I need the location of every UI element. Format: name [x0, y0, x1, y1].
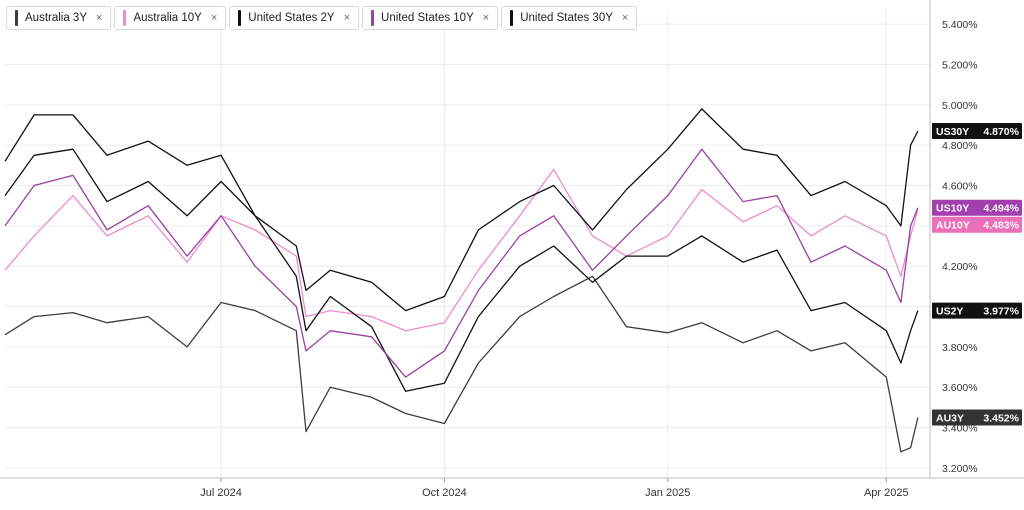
close-icon[interactable]: ×	[210, 12, 218, 24]
y-tick-label: 5.000%	[942, 100, 978, 112]
y-axis: 3.200%3.400%3.600%3.800%4.000%4.200%4.40…	[929, 0, 978, 478]
tag-background	[932, 216, 1022, 233]
x-tick-label: Jul 2024	[200, 487, 242, 499]
legend-chip-us-2y[interactable]: United States 2Y ×	[229, 6, 360, 30]
last-value-tag-us30y: US30Y 4.870%	[932, 123, 1022, 140]
legend-label: United States 2Y	[248, 12, 335, 24]
legend-label: Australia 10Y	[133, 12, 202, 24]
y-tick-label: 3.800%	[942, 342, 978, 354]
y-tick-label: 4.200%	[942, 261, 978, 273]
last-value-tag-us10y: US10Y 4.494%	[932, 199, 1022, 216]
close-icon[interactable]: ×	[621, 12, 629, 24]
tag-background	[932, 123, 1022, 140]
legend-swatch	[238, 10, 242, 26]
legend-label: United States 10Y	[381, 12, 474, 24]
tag-series-code: AU3Y	[936, 412, 964, 424]
y-tick-label: 3.600%	[942, 382, 978, 394]
chart-lines	[4, 108, 919, 453]
legend-chip-us-10y[interactable]: United States 10Y ×	[362, 6, 499, 30]
legend-chip-australia-10y[interactable]: Australia 10Y ×	[114, 6, 227, 30]
y-tick-label: 3.400%	[942, 423, 978, 435]
tag-series-code: US2Y	[936, 306, 963, 318]
chart-grid	[5, 8, 930, 478]
x-tick-label: Apr 2025	[864, 487, 909, 499]
last-value-tags: US30Y 4.870% US10Y 4.494% AU10Y 4.483% US2Y 3.9…	[932, 123, 1022, 426]
series-line-us2y	[4, 114, 919, 392]
close-icon[interactable]: ×	[343, 12, 351, 24]
y-tick-label: 4.600%	[942, 181, 978, 193]
close-icon[interactable]: ×	[482, 12, 490, 24]
tag-series-code: US10Y	[936, 203, 969, 215]
tag-last-value: 4.870%	[983, 126, 1019, 138]
tag-background	[932, 409, 1022, 426]
tag-last-value: 4.483%	[983, 220, 1019, 232]
last-value-tag-au10y: AU10Y 4.483%	[932, 216, 1022, 233]
legend-label: United States 30Y	[520, 12, 613, 24]
tag-last-value: 3.452%	[983, 412, 1019, 424]
y-tick-label: 5.400%	[942, 19, 978, 31]
series-line-au3y	[4, 275, 919, 453]
legend-label: Australia 3Y	[25, 12, 88, 24]
y-tick-label: 4.800%	[942, 140, 978, 152]
y-tick-label: 5.200%	[942, 59, 978, 71]
legend-swatch	[123, 10, 127, 26]
y-tick-label: 3.200%	[942, 463, 978, 475]
legend-swatch	[371, 10, 375, 26]
tag-background	[932, 199, 1022, 216]
legend-chip-us-30y[interactable]: United States 30Y ×	[501, 6, 638, 30]
legend-chip-australia-3y[interactable]: Australia 3Y ×	[6, 6, 112, 30]
last-value-tag-au3y: AU3Y 3.452%	[932, 409, 1022, 426]
tag-background	[932, 302, 1022, 319]
tag-series-code: AU10Y	[936, 220, 970, 232]
x-axis: Jul 2024 Oct 2024 Jan 2025 Apr 2025	[0, 477, 1024, 499]
series-line-us10y	[4, 148, 919, 378]
series-line-au10y	[4, 168, 919, 332]
tag-last-value: 4.494%	[983, 203, 1019, 215]
legend: Australia 3Y × Australia 10Y × United St…	[6, 6, 638, 30]
legend-swatch	[510, 10, 514, 26]
close-icon[interactable]: ×	[96, 12, 103, 24]
tag-last-value: 3.977%	[983, 306, 1019, 318]
x-tick-label: Jan 2025	[645, 487, 690, 499]
last-value-tag-us2y: US2Y 3.977%	[932, 302, 1022, 319]
x-tick-label: Oct 2024	[422, 487, 467, 499]
tag-series-code: US30Y	[936, 126, 969, 138]
legend-swatch	[15, 10, 18, 26]
series-line-us30y	[4, 108, 919, 312]
